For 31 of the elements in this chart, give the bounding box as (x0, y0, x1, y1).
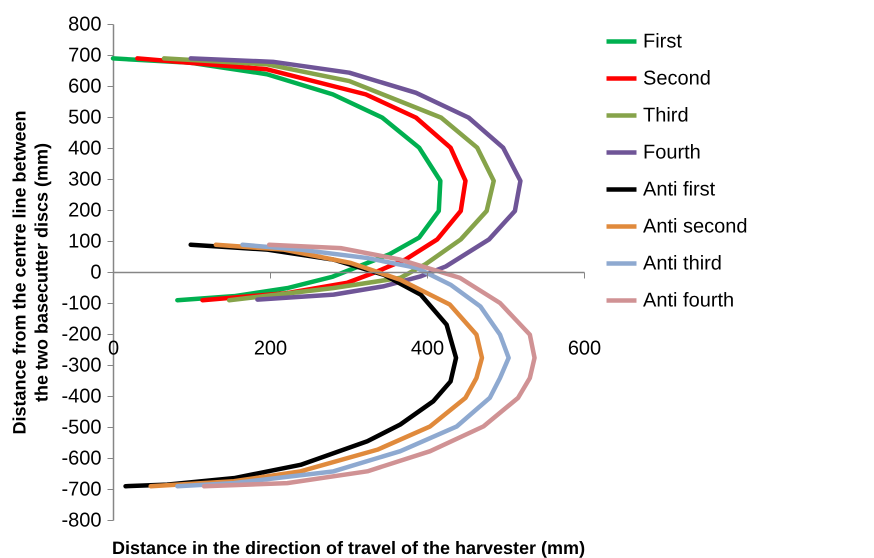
legend-label: Anti fourth (643, 290, 734, 312)
y-tick-label: -600 (61, 448, 102, 470)
x-axis-title: Distance in the direction of travel of the harvester (mm) (112, 538, 586, 558)
y-tick-label: 300 (68, 168, 102, 190)
y-tick-label: 200 (68, 200, 102, 222)
y-axis-title: Distance from the centre line between the two basecutter discs (mm) (9, 110, 52, 435)
legend-label: Anti third (643, 252, 722, 274)
x-tick-label: 600 (568, 338, 602, 360)
x-tick-label: 200 (254, 338, 288, 360)
y-tick-label: -200 (61, 324, 102, 346)
y-tick-label: 100 (68, 230, 102, 252)
y-tick-label: 400 (68, 138, 102, 160)
y-tick-label: 700 (68, 44, 102, 66)
y-tick-label: -800 (61, 510, 102, 532)
y-tick-label: -100 (61, 292, 102, 314)
legend-label: Second (643, 68, 711, 90)
y-tick-label: 500 (68, 106, 102, 128)
y-tick-label: -500 (61, 416, 102, 438)
legend-label: First (643, 30, 682, 52)
y-tick-label: -400 (61, 386, 102, 408)
y-tick-label: 600 (68, 76, 102, 98)
legend-label: Fourth (643, 142, 701, 164)
y-tick-label: -300 (61, 354, 102, 376)
legend-label: Anti second (643, 216, 748, 238)
y-tick-label: 800 (68, 14, 102, 36)
y-tick-label: -700 (61, 478, 102, 500)
legend-label: Anti first (643, 178, 716, 200)
x-tick-label: 0 (108, 338, 120, 360)
x-tick-label: 400 (410, 338, 444, 360)
legend-label: Third (643, 104, 689, 126)
y-tick-label: 0 (90, 262, 102, 284)
